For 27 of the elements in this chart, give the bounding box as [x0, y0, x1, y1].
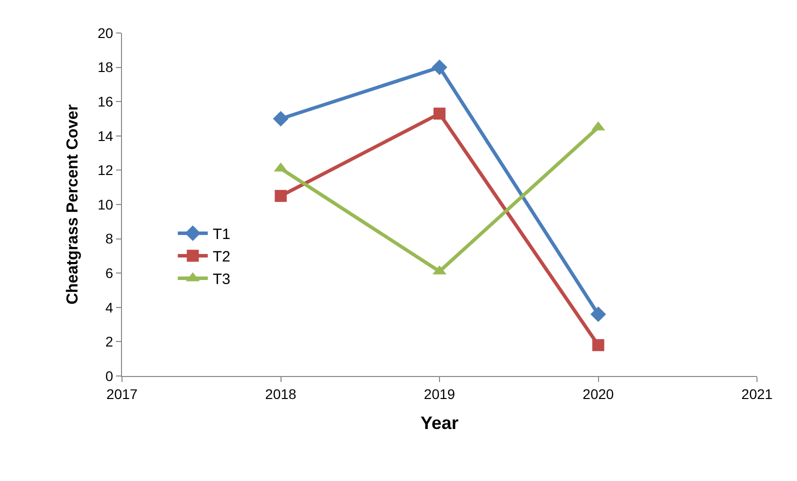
- legend-label: T3: [212, 271, 230, 288]
- point: [274, 190, 287, 202]
- y-tick-label: 4: [105, 299, 114, 316]
- y-tick-label: 2: [105, 334, 114, 350]
- y-tick-label: 12: [98, 162, 114, 178]
- legend-label: T2: [212, 248, 230, 266]
- point: [434, 108, 446, 120]
- y-tick-label: 8: [105, 230, 114, 247]
- x-tick-label: 2020: [582, 386, 614, 402]
- y-tick-label: 6: [105, 265, 114, 281]
- y-tick-label: 16: [98, 94, 114, 110]
- x-tick-label: 2019: [424, 386, 456, 402]
- point: [592, 339, 604, 352]
- y-tick-label: 18: [98, 59, 114, 76]
- y-tick-label: 10: [98, 196, 114, 212]
- x-tick-label: 2021: [741, 386, 773, 402]
- x-axis-title: Year: [420, 412, 459, 433]
- point: [272, 110, 289, 127]
- x-tick-label: 2018: [265, 386, 297, 402]
- y-axis-title: Cheatgrass Percent Cover: [64, 104, 82, 305]
- y-tick-label: 20: [98, 24, 114, 41]
- legend-label: T1: [212, 226, 230, 244]
- y-tick-label: 14: [98, 128, 114, 144]
- point: [590, 306, 606, 322]
- x-tick-label: 2017: [106, 386, 138, 402]
- point: [432, 60, 448, 76]
- y-tick-label: 0: [105, 368, 114, 384]
